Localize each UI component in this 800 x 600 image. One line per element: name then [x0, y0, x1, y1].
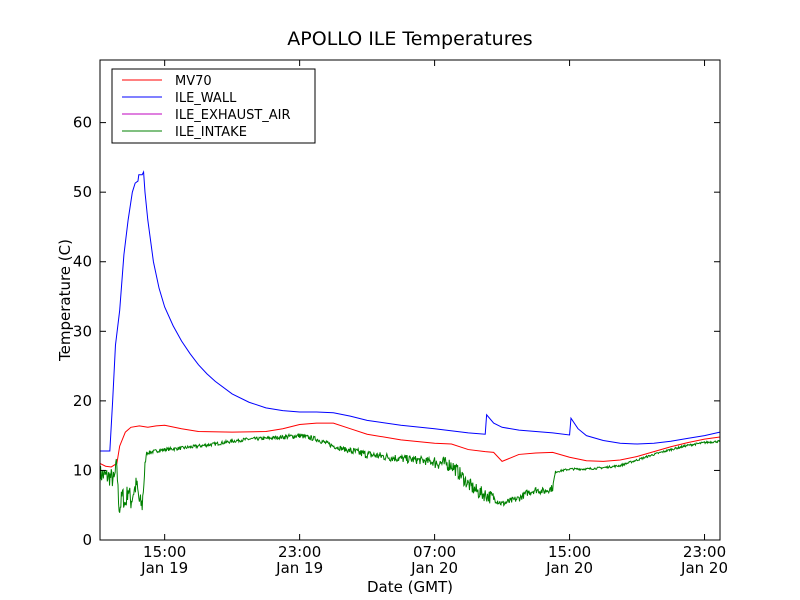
- series-line-mv70: [100, 422, 720, 468]
- legend: MV70 ILE_WALL ILE_EXHAUST_AIR ILE_INTAKE: [111, 68, 316, 144]
- x-tick-label-date: Jan 20: [680, 559, 728, 577]
- x-tick-label-date: Jan 20: [410, 559, 458, 577]
- x-tick-label-time: 15:00: [548, 543, 591, 561]
- x-tick-label-date: Jan 20: [545, 559, 593, 577]
- x-tick-label-time: 23:00: [278, 543, 321, 561]
- chart-title: APOLLO ILE Temperatures: [287, 28, 532, 50]
- x-tick-label-time: 15:00: [143, 543, 186, 561]
- series-line-ile-wall: [100, 170, 720, 452]
- x-tick-label-date: Jan 19: [140, 559, 188, 577]
- y-tick-label: 30: [73, 322, 92, 340]
- y-tick-label: 50: [73, 183, 92, 201]
- legend-label-mv70: MV70: [175, 74, 212, 89]
- x-tick-label-time: 07:00: [413, 543, 456, 561]
- x-axis-label: Date (GMT): [367, 578, 453, 596]
- x-tick-label-date: Jan 19: [275, 559, 323, 577]
- legend-label-ile-exhaust-air: ILE_EXHAUST_AIR: [175, 108, 291, 123]
- legend-label-ile-intake: ILE_INTAKE: [175, 125, 247, 140]
- legend-label-ile-wall: ILE_WALL: [175, 91, 237, 106]
- y-tick-label: 10: [73, 461, 92, 479]
- plot-frame: [99, 59, 721, 541]
- y-tick-label: 60: [73, 114, 92, 132]
- y-axis-label: Temperature (C): [56, 239, 74, 362]
- y-tick-label: 40: [73, 253, 92, 271]
- series-line-ile-intake: [100, 432, 720, 513]
- x-tick-label-time: 23:00: [683, 543, 726, 561]
- series-layer: [100, 170, 720, 513]
- y-tick-label: 0: [82, 531, 92, 549]
- y-tick-label: 20: [73, 392, 92, 410]
